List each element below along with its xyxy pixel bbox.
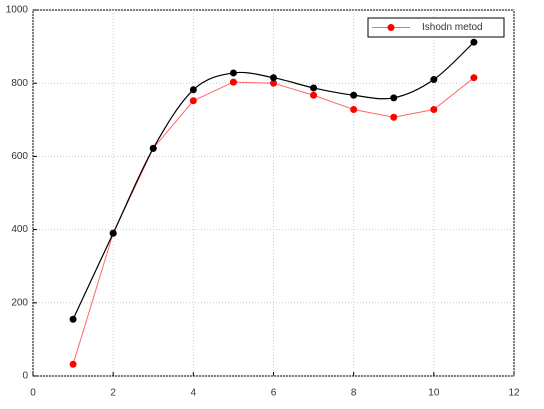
legend-box	[367, 17, 505, 38]
data-point	[310, 84, 318, 92]
x-tick-label: 2	[110, 388, 116, 399]
x-tick-label: 6	[271, 388, 277, 399]
data-point	[430, 106, 438, 114]
data-point	[109, 229, 117, 237]
data-point	[350, 106, 358, 114]
x-tick-label: 4	[191, 388, 197, 399]
data-point	[390, 113, 398, 121]
data-point	[69, 315, 77, 323]
y-tick-label: 600	[11, 151, 28, 162]
data-point	[189, 97, 197, 105]
data-point	[470, 38, 478, 46]
y-tick-label: 1000	[6, 5, 29, 16]
y-tick-label: 800	[11, 78, 28, 89]
series-line	[72, 41, 475, 320]
y-tick-label: 0	[22, 371, 28, 382]
data-point	[229, 78, 237, 86]
data-point	[470, 74, 478, 82]
data-point	[430, 76, 438, 84]
data-point	[350, 91, 358, 99]
x-tick-label: 0	[30, 388, 36, 399]
data-point	[270, 74, 277, 82]
data-point	[229, 69, 237, 77]
x-tick-label: 10	[428, 388, 440, 399]
y-tick-label: 400	[11, 224, 28, 235]
data-point	[310, 91, 318, 99]
y-tick-label: 200	[11, 297, 28, 308]
data-point	[390, 94, 398, 102]
legend-label: Ishodn metod	[422, 22, 483, 33]
data-point	[270, 79, 277, 87]
data-point	[189, 86, 197, 94]
data-point	[69, 360, 77, 368]
x-tick-label: 8	[351, 388, 357, 399]
legend-marker	[387, 24, 395, 31]
data-point	[149, 144, 157, 152]
x-tick-label: 12	[508, 388, 520, 399]
